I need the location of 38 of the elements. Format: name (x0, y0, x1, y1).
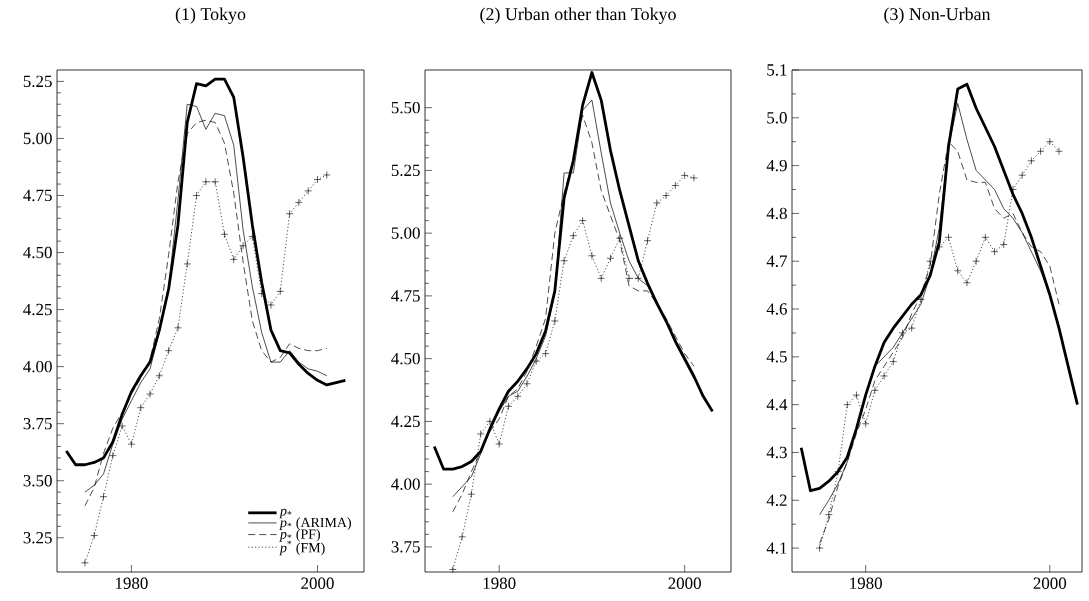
y-tick-label: 4.75 (391, 290, 420, 302)
y-tick-label: 4.4 (766, 398, 788, 411)
y-tick-label: 4.75 (23, 189, 52, 202)
y-tick-label: 4.2 (766, 494, 787, 507)
y-tick-label: 3.50 (23, 474, 52, 487)
chart-title: (3) Non-Urban (884, 7, 991, 24)
y-tick-label: 4.00 (391, 478, 420, 490)
y-tick-label: 4.25 (23, 303, 52, 316)
y-tick-label: 4.25 (391, 415, 420, 428)
y-tick-label: 5.00 (23, 132, 52, 145)
y-tick-label: 3.25 (23, 532, 52, 544)
y-tick-label: 3.75 (23, 417, 52, 430)
chart-title: (1) Tokyo (175, 7, 246, 24)
x-tick-label: 2000 (1033, 577, 1067, 589)
y-tick-label: 5.00 (391, 227, 420, 239)
y-tick-label: 4.7 (766, 255, 788, 267)
x-tick-label: 1980 (850, 577, 882, 589)
y-tick-label: 4.3 (766, 446, 787, 459)
y-tick-label: 5.25 (391, 164, 420, 177)
y-tick-label: 4.1 (766, 542, 787, 554)
y-tick-label: 5.0 (767, 112, 787, 124)
y-tick-label: 4.6 (766, 303, 787, 315)
legend-label: p$_{*}$ (279, 508, 292, 519)
y-tick-label: 4.50 (23, 246, 52, 259)
y-tick-label: 4.9 (766, 159, 787, 172)
x-tick-label: 2000 (668, 577, 701, 589)
y-tick-label: 5.1 (767, 64, 787, 76)
y-tick-label: 4.8 (766, 207, 787, 220)
y-tick-label: 5.50 (391, 101, 420, 114)
x-tick-label: 1980 (483, 577, 516, 589)
y-tick-label: 4.00 (23, 360, 52, 373)
x-tick-label: 2000 (301, 577, 334, 589)
chart-title: (2) Urban other than Tokyo (480, 7, 676, 24)
y-tick-label: 3.75 (391, 541, 420, 553)
y-tick-label: 4.5 (766, 351, 787, 363)
y-tick-label: 4.50 (391, 352, 420, 365)
x-tick-label: 1980 (115, 577, 148, 589)
y-tick-label: 5.25 (23, 75, 52, 88)
